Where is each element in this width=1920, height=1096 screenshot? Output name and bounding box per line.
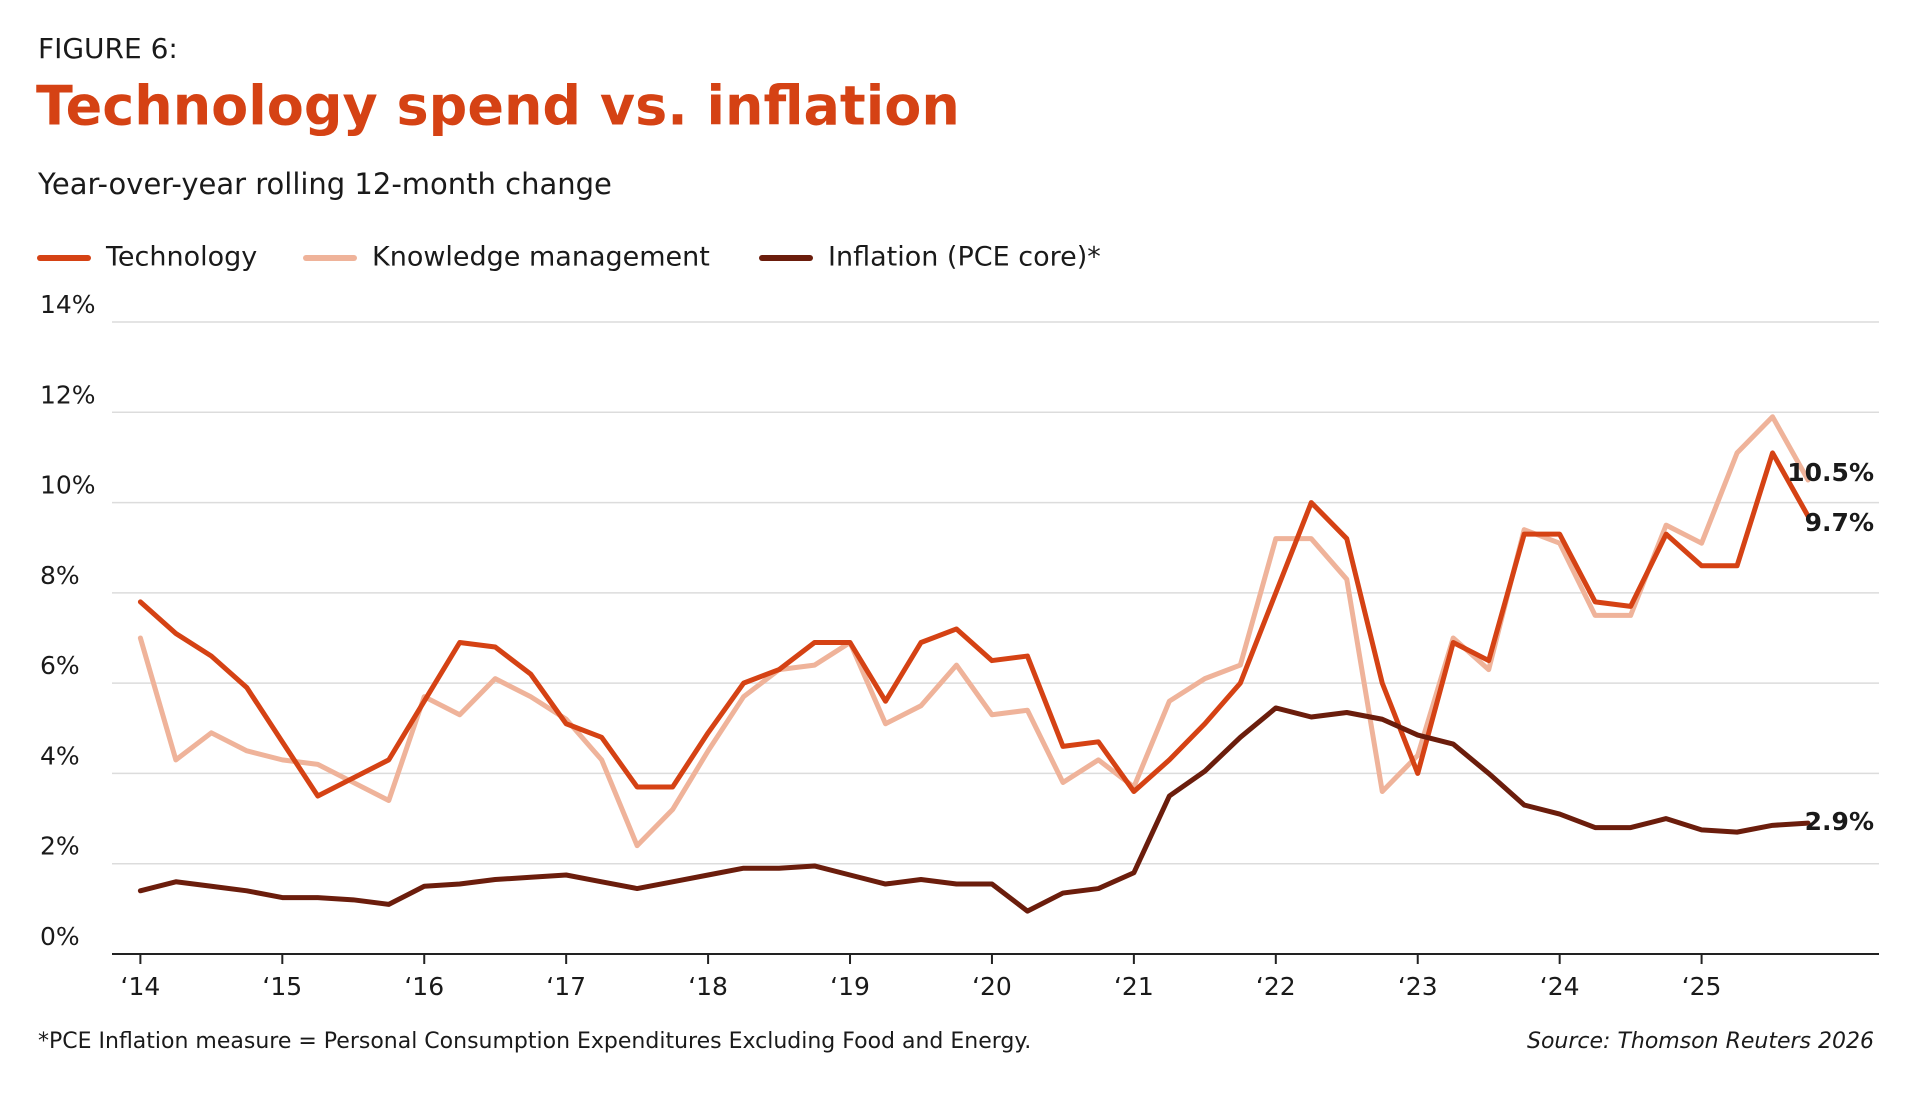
end-label: 9.7%: [1805, 508, 1874, 537]
y-tick-label: 8%: [40, 561, 80, 590]
series-line: [137, 414, 1811, 849]
x-tick-label: ‘14: [121, 972, 161, 1001]
y-tick-label: 14%: [40, 290, 96, 319]
end-label: 10.5%: [1787, 458, 1874, 487]
y-tick-label: 10%: [40, 471, 96, 500]
series-line: [137, 450, 1811, 799]
x-tick-label: ‘20: [972, 972, 1012, 1001]
chart-title: Technology spend vs. inflation: [36, 75, 960, 138]
subtitle: Year-over-year rolling 12-month change: [37, 167, 612, 201]
kicker: FIGURE 6:: [38, 32, 178, 65]
x-tick-label: ‘19: [830, 972, 870, 1001]
x-tick-label: ‘17: [546, 972, 586, 1001]
legend-label: Technology: [105, 242, 257, 273]
x-tick-label: ‘18: [688, 972, 728, 1001]
y-tick-label: 12%: [40, 380, 96, 409]
legend-label: Knowledge management: [372, 242, 710, 273]
footnote: *PCE Inflation measure = Personal Consum…: [38, 1029, 1031, 1054]
x-tick-label: ‘16: [404, 972, 444, 1001]
y-tick-label: 2%: [40, 832, 80, 861]
x-tick-label: ‘25: [1682, 972, 1722, 1001]
y-tick-label: 4%: [40, 741, 80, 770]
x-tick-label: ‘24: [1540, 972, 1580, 1001]
x-tick-label: ‘15: [262, 972, 302, 1001]
x-tick-label: ‘22: [1256, 972, 1296, 1001]
x-tick-label: ‘23: [1398, 972, 1438, 1001]
x-tick-label: ‘21: [1114, 972, 1154, 1001]
y-tick-label: 0%: [40, 922, 80, 951]
end-label: 2.9%: [1805, 807, 1874, 836]
legend-label: Inflation (PCE core)*: [828, 242, 1101, 273]
series-line: [137, 705, 1811, 914]
y-tick-label: 6%: [40, 651, 80, 680]
source: Source: Thomson Reuters 2026: [1527, 1029, 1874, 1054]
